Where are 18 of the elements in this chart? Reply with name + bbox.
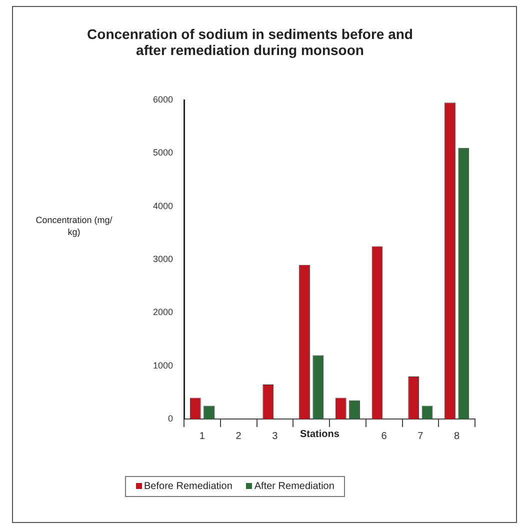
x-tick-label: 1 (199, 430, 206, 442)
x-tick-label: 6 (381, 430, 388, 442)
x-tick-label: 2 (236, 430, 242, 442)
y-tick-label: 0 (168, 413, 174, 424)
chart-title: Concenration of sodium in sediments before and after remediation during monsoon (86, 26, 414, 58)
x-tick-label: 3 (272, 430, 278, 442)
y-tick-label: 3000 (152, 254, 174, 264)
y-tick-label: 6000 (152, 94, 174, 104)
y-axis-title: Concentration (mg/kg) (34, 214, 114, 238)
y-tick-label: 5000 (152, 148, 174, 158)
legend-label: Before Remediation (143, 481, 232, 492)
y-tick-label: 4000 (152, 200, 174, 211)
x-tick-label: 8 (454, 430, 460, 442)
y-tick-label: 2000 (152, 307, 174, 318)
x-tick-label: 7 (418, 430, 424, 442)
y-tick-label: 1000 (152, 360, 174, 370)
x-axis-title: Stations (300, 429, 340, 440)
legend-label: After Remediation (253, 481, 334, 492)
